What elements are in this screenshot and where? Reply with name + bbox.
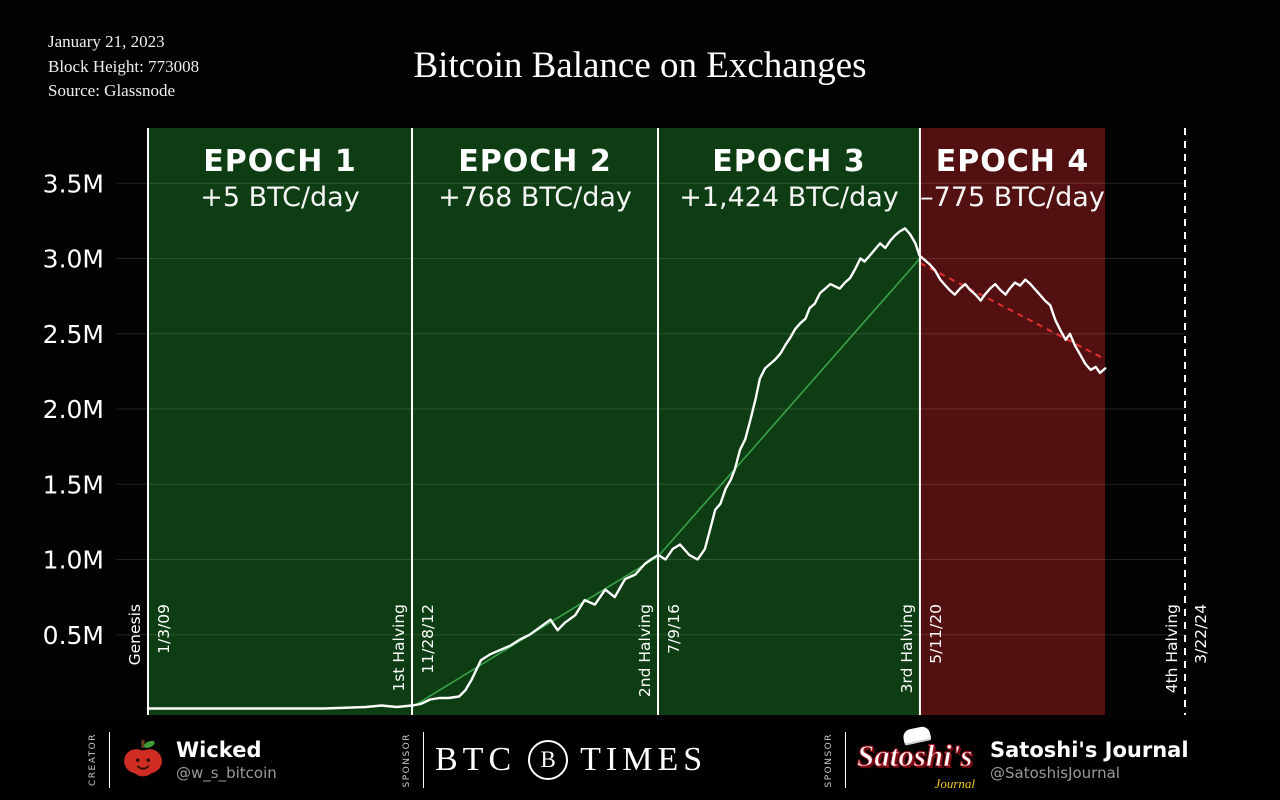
trend-line — [919, 262, 1106, 361]
balance-line — [146, 227, 1107, 710]
meta-date: January 21, 2023 — [48, 32, 165, 51]
epoch-region-3 — [658, 128, 920, 715]
epoch-rate-4: –775 BTC/day — [920, 182, 1105, 213]
halving-name-label: 1st Halving — [390, 604, 408, 692]
epoch-label-2: EPOCH 2 — [458, 144, 611, 179]
ytick-label: 1.5M — [43, 470, 104, 499]
sponsor-btc-times: SPONSOR BTC B TIMES — [402, 720, 707, 800]
halving-date-label: 7/9/16 — [665, 604, 683, 654]
trend-line — [657, 257, 921, 558]
creator-text: Wicked @w_s_bitcoin — [176, 738, 277, 782]
balance-chart: 0.5M 1.0M 1.5M 2.0M 2.5M 3.0M 3.5M EPOCH 1+5 BT… — [43, 128, 1210, 715]
epoch-region-1 — [148, 128, 412, 715]
btc-circled-b-icon: B — [528, 740, 569, 780]
divider — [423, 732, 424, 788]
halving-date-label: 11/28/12 — [419, 604, 437, 674]
halving-date-label: 5/11/20 — [927, 604, 945, 664]
halving-name-label: Genesis — [126, 604, 144, 665]
epoch-region-2 — [412, 128, 658, 715]
sponsor-role-label: SPONSOR — [402, 732, 412, 788]
epoch-rate-1: +5 BTC/day — [200, 182, 359, 213]
ytick-label: 2.0M — [43, 395, 104, 424]
creator-credit: CREATOR Wicked @w_s_bitcoin — [88, 720, 277, 800]
creator-handle: @w_s_bitcoin — [176, 764, 277, 782]
satoshis-journal-logo: Satoshi's Journal — [856, 725, 979, 793]
ytick-label: 2.5M — [43, 320, 104, 349]
sponsor-text: Satoshi's Journal @SatoshisJournal — [990, 738, 1189, 782]
epoch-rate-2: +768 BTC/day — [438, 182, 632, 213]
sponsor-handle: @SatoshisJournal — [990, 764, 1120, 782]
sponsor-name: Satoshi's Journal — [990, 738, 1189, 762]
halving-name-label: 2nd Halving — [636, 604, 654, 697]
creator-role-label: CREATOR — [88, 733, 98, 787]
halving-date-label: 1/3/09 — [155, 604, 173, 654]
divider — [109, 732, 110, 788]
btc-times-left: BTC — [435, 741, 517, 778]
btc-times-right: TIMES — [580, 741, 708, 778]
satoshis-script-text: Satoshi's — [856, 738, 973, 774]
divider — [845, 732, 846, 788]
wicked-apple-icon — [121, 736, 165, 784]
sponsor-role-label: SPONSOR — [824, 732, 834, 788]
satoshis-journal-sub-text: Journal — [934, 776, 975, 791]
halving-name-label: 4th Halving — [1163, 604, 1181, 693]
ytick-label: 1.0M — [43, 546, 104, 575]
footer-bar: CREATOR Wicked @w_s_bitcoin — [0, 720, 1280, 800]
sponsor-satoshis-journal: SPONSOR Satoshi's Journal Satoshi's Jour… — [824, 720, 1189, 800]
epoch-label-4: EPOCH 4 — [936, 144, 1089, 179]
ytick-label: 0.5M — [43, 621, 104, 650]
halving-name-label: 3rd Halving — [898, 604, 916, 693]
meta-source: Source: Glassnode — [48, 81, 176, 101]
meta-block-height: Block Height: 773008 — [48, 56, 200, 76]
ytick-label: 3.0M — [43, 245, 104, 274]
epoch-region-4 — [919, 128, 1105, 715]
epoch-label-3: EPOCH 3 — [712, 144, 865, 179]
epoch-label-1: EPOCH 1 — [203, 144, 356, 179]
btc-times-logo: BTC B TIMES — [435, 740, 707, 780]
page-title: Bitcoin Balance on Exchanges — [413, 45, 867, 86]
epoch-rate-3: +1,424 BTC/day — [679, 182, 899, 213]
chart-meta: January 21, 2023 Block Height: 773008 So… — [48, 30, 199, 104]
halving-date-label: 3/22/24 — [1192, 604, 1210, 664]
creator-name: Wicked — [176, 738, 262, 762]
ytick-label: 3.5M — [43, 169, 104, 198]
